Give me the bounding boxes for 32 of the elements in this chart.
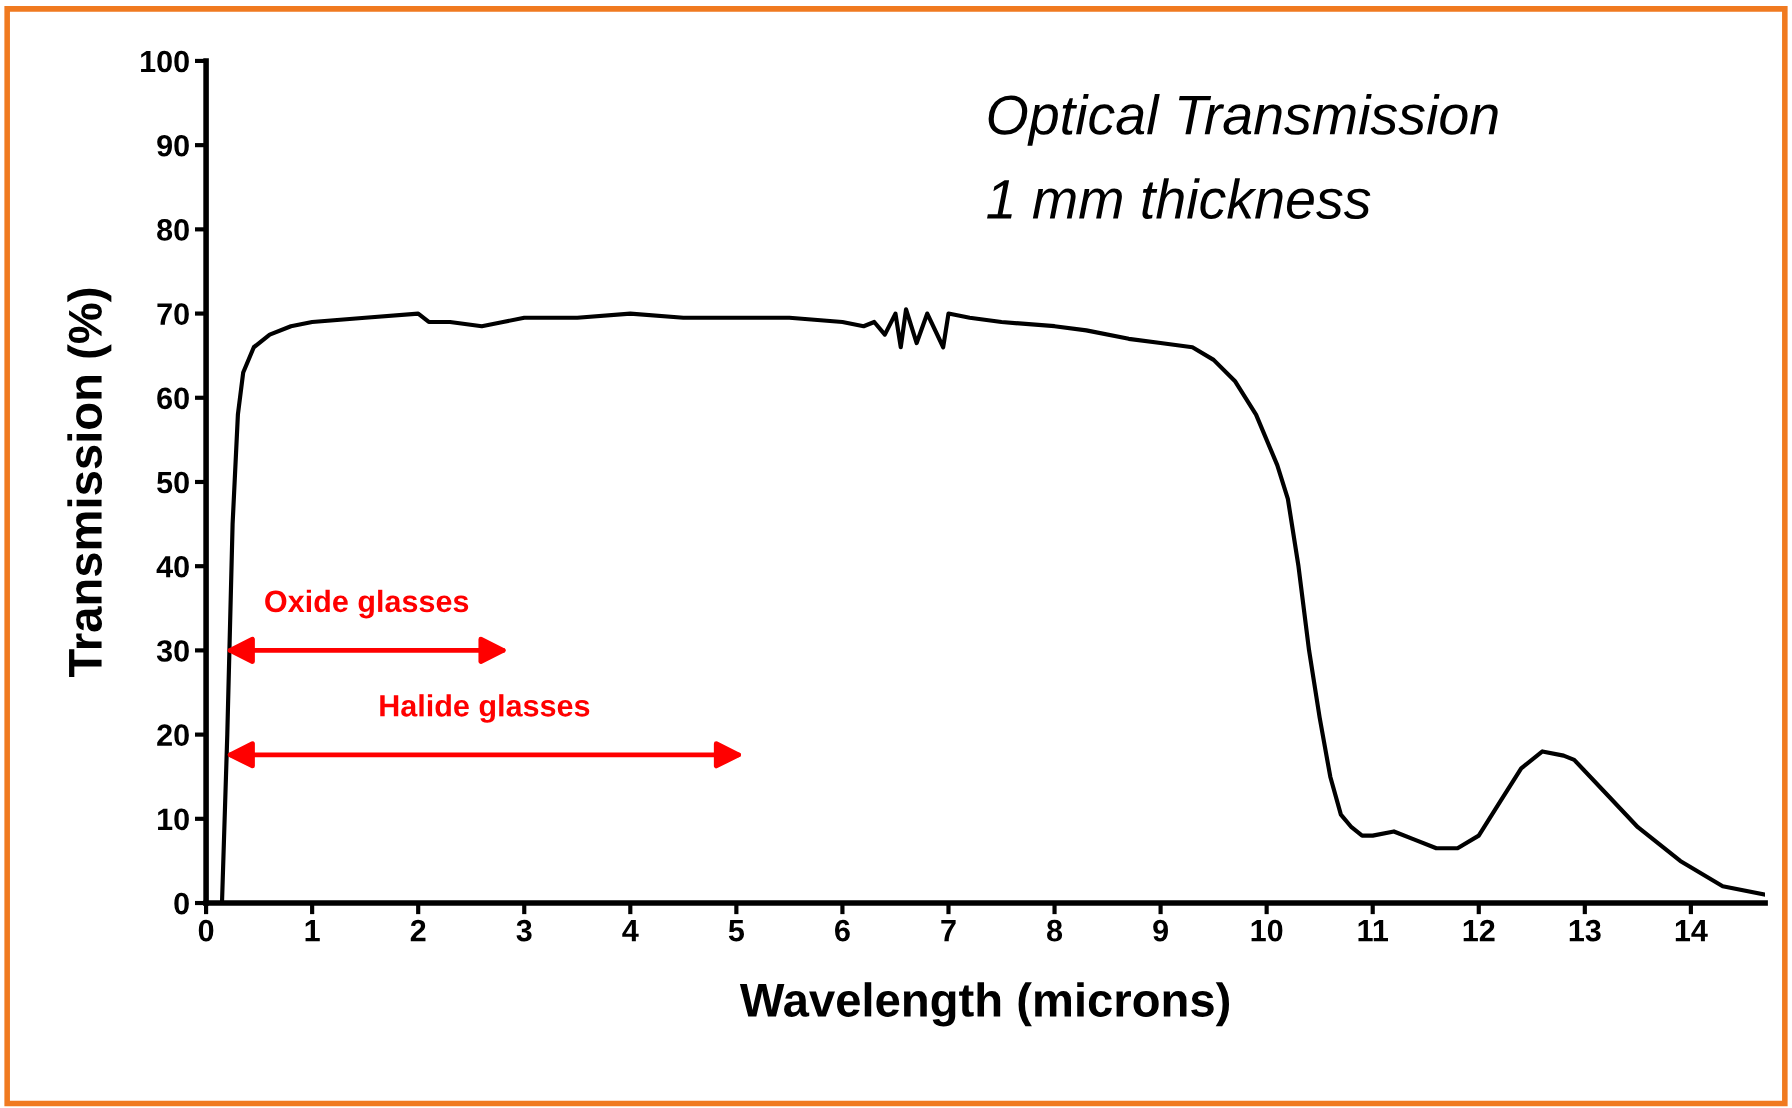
y-tick-label: 10: [158, 808, 189, 831]
x-tick-label: 11: [1358, 920, 1389, 942]
x-tick-label: 2: [410, 919, 426, 942]
x-tick-label: 6: [835, 919, 850, 942]
x-tick-label: 10: [1251, 919, 1283, 942]
annotation: Halide glasses: [380, 694, 590, 723]
y-tick-label: 50: [157, 471, 189, 494]
y-tick-label: 100: [141, 50, 189, 73]
x-tick-label: 4: [622, 920, 639, 942]
y-tick-label: 30: [156, 640, 189, 662]
x-tick-label: 3: [516, 919, 532, 942]
x-tick-label: 12: [1463, 919, 1495, 942]
x-tick-label: 14: [1675, 920, 1708, 942]
annotation: Oxide glasses: [265, 589, 469, 619]
x-tick-label: 9: [1153, 919, 1168, 942]
y-tick-label: 70: [157, 303, 189, 325]
y-tick-label: 80: [157, 219, 189, 241]
y-axis-title: Transmission (%): [67, 288, 112, 677]
y-tick-label: 0: [174, 892, 189, 915]
x-tick-label: 5: [728, 920, 745, 942]
x-tick-label: 8: [1047, 919, 1063, 942]
y-tick-label: 40: [156, 555, 189, 578]
y-tick-label: 20: [157, 724, 189, 746]
text: 1 mm thickness: [987, 178, 1371, 220]
y-tick-label: 90: [157, 134, 189, 157]
y-tick-label: 60: [157, 387, 189, 410]
x-tick-label: 7: [941, 920, 956, 942]
x-axis-title: Wavelength (microns): [739, 982, 1230, 1027]
x-tick-label: 1: [305, 920, 320, 942]
x-tick-label: 13: [1569, 919, 1601, 942]
x-tick-label: 0: [198, 919, 214, 942]
text: Optical Transmission: [988, 93, 1498, 146]
